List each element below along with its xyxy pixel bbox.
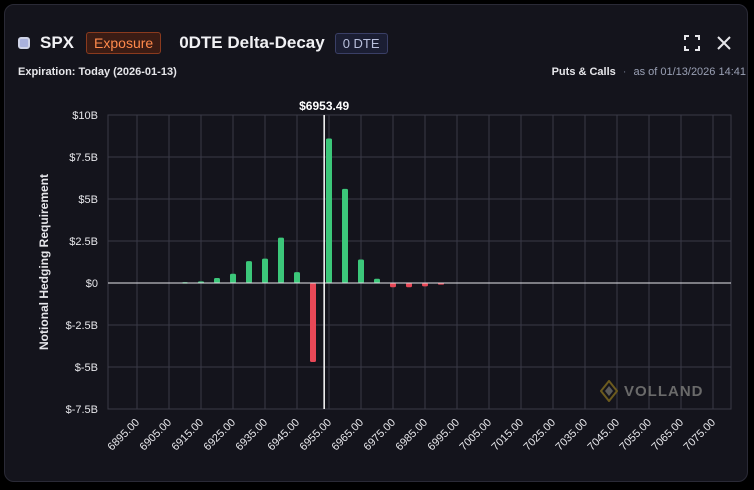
x-tick-label: 6905.00 (138, 417, 175, 454)
meta-info: Puts & Calls · as of 01/13/2026 14:41 (552, 66, 746, 78)
bar (406, 283, 412, 288)
y-tick-label: $5B (78, 194, 98, 206)
y-tick-label: $7.5B (69, 152, 98, 164)
y-axis-label: Notional Hedging Requirement (37, 174, 51, 350)
watermark: VOLLAND (600, 380, 704, 402)
spot-label: $6953.49 (299, 99, 349, 113)
close-icon[interactable] (716, 35, 732, 51)
y-tick-label: $-2.5B (66, 320, 98, 332)
x-tick-label: 6935.00 (234, 417, 271, 454)
x-tick-label: 7005.00 (458, 417, 495, 454)
bars (182, 138, 444, 362)
bar (246, 261, 252, 283)
as-of-label: as of 01/13/2026 14:41 (633, 66, 746, 78)
grid (107, 114, 732, 410)
x-tick-label: 7055.00 (618, 417, 655, 454)
exposure-badge[interactable]: Exposure (86, 32, 162, 54)
y-tick-label: $10B (72, 110, 98, 122)
y-tick-label: $-7.5B (66, 404, 98, 416)
x-tick-label: 7035.00 (554, 417, 591, 454)
bar (262, 258, 268, 283)
bar (278, 237, 284, 283)
separator-dot: · (622, 66, 627, 78)
y-tick-label: $0 (86, 278, 98, 290)
watermark-text: VOLLAND (624, 382, 704, 400)
y-tick-label: $2.5B (69, 236, 98, 248)
x-tick-label: 6915.00 (170, 417, 207, 454)
fullscreen-icon[interactable] (684, 35, 700, 51)
bar (294, 272, 300, 283)
x-tick-label: 6975.00 (362, 417, 399, 454)
dte-badge[interactable]: 0 DTE (334, 32, 388, 54)
volland-logo-icon (600, 380, 618, 402)
symbol-square-icon[interactable] (18, 37, 30, 49)
bar (342, 188, 348, 283)
x-tick-label: 6985.00 (394, 417, 431, 454)
x-tick-label: 6965.00 (330, 417, 367, 454)
bar (422, 283, 428, 287)
bar (214, 277, 220, 283)
header-actions (684, 35, 732, 51)
x-tick-label: 7015.00 (490, 417, 527, 454)
x-tick-label: 7065.00 (650, 417, 687, 454)
x-tick-label: 7025.00 (522, 417, 559, 454)
x-tick-label: 6925.00 (202, 417, 239, 454)
symbol-label[interactable]: SPX (40, 33, 75, 52)
header: SPX Exposure 0DTE Delta-Decay 0 DTE (18, 32, 388, 54)
bar (390, 283, 396, 288)
expiration-label: Expiration: Today (2026-01-13) (18, 66, 177, 78)
y-tick-label: $-5B (75, 362, 98, 374)
bar (358, 259, 364, 283)
x-tick-label: 6895.00 (106, 417, 143, 454)
bar (374, 278, 380, 283)
x-tick-label: 7045.00 (586, 417, 623, 454)
chart-title: 0DTE Delta-Decay (179, 33, 325, 52)
x-tick-label: 6945.00 (266, 417, 303, 454)
bar (230, 273, 236, 283)
bar (310, 283, 316, 362)
chart-card (4, 4, 748, 482)
x-tick-label: 6995.00 (426, 417, 463, 454)
x-tick-label: 7075.00 (682, 417, 719, 454)
x-tick-label: 6955.00 (298, 417, 335, 454)
bar (326, 138, 332, 283)
puts-calls-label[interactable]: Puts & Calls (551, 66, 616, 78)
